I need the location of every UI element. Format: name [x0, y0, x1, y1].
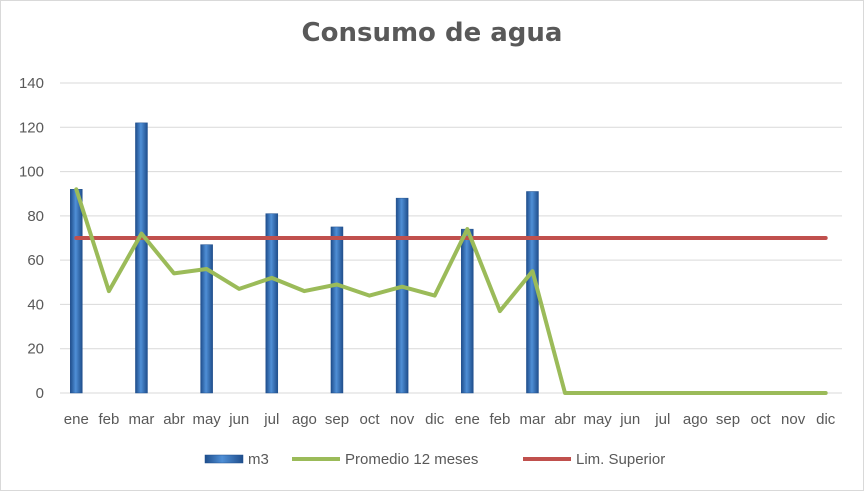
y-tick-label: 100 [19, 164, 44, 181]
bar-m3-12 [461, 228, 474, 394]
x-tick-label: nov [390, 411, 415, 428]
bar-m3-4 [200, 244, 213, 394]
x-tick-label: jul [654, 411, 670, 428]
legend-swatch-bar [204, 454, 244, 464]
x-tick-label: sep [325, 411, 349, 428]
y-tick-label: 140 [19, 75, 44, 92]
legend-label: Promedio 12 meses [345, 451, 478, 468]
legend-label: Lim. Superior [576, 451, 665, 468]
x-tick-label: may [192, 411, 221, 428]
x-tick-label: ago [292, 411, 317, 428]
y-tick-label: 20 [27, 341, 44, 358]
line-series [74, 187, 828, 395]
line-promedio-12-meses [74, 187, 828, 395]
bar-m3-8 [330, 226, 344, 394]
y-tick-label: 0 [36, 385, 44, 402]
chart-title: Consumo de agua [301, 18, 563, 48]
x-tick-label: abr [554, 411, 576, 428]
x-axis-ticks: ene feb mar abr may jun jul ago sep oct nov dic ene f… [64, 411, 836, 428]
bar-m3-10 [395, 197, 409, 394]
x-tick-label: jul [263, 411, 279, 428]
x-tick-label: dic [425, 411, 445, 428]
x-tick-label: nov [781, 411, 806, 428]
y-tick-label: 80 [27, 208, 44, 225]
y-tick-label: 120 [19, 119, 44, 136]
grid-layer [60, 82, 842, 394]
x-tick-label: sep [716, 411, 740, 428]
legend-label: m3 [248, 451, 269, 468]
x-tick-label: abr [163, 411, 185, 428]
x-tick-label: jun [228, 411, 249, 428]
x-tick-label: dic [816, 411, 836, 428]
x-tick-label: oct [360, 411, 381, 428]
y-tick-label: 60 [27, 252, 44, 269]
x-tick-label: may [583, 411, 612, 428]
x-tick-label: feb [489, 411, 510, 428]
x-tick-label: mar [129, 411, 155, 428]
x-tick-label: ago [683, 411, 708, 428]
x-tick-label: ene [64, 411, 89, 428]
bar-series [70, 122, 539, 394]
bar-m3-0 [70, 189, 83, 394]
bar-m3-2 [135, 122, 148, 394]
x-tick-label: jun [619, 411, 640, 428]
x-tick-label: ene [455, 411, 480, 428]
x-tick-label: mar [520, 411, 546, 428]
bar-m3-6 [265, 213, 279, 394]
y-axis-ticks: 0 20 40 60 80 100 120 140 [19, 75, 44, 402]
y-tick-label: 40 [27, 296, 44, 313]
x-tick-label: oct [751, 411, 772, 428]
x-tick-label: feb [98, 411, 119, 428]
legend: m3 Promedio 12 meses Lim. Superior [204, 451, 665, 468]
